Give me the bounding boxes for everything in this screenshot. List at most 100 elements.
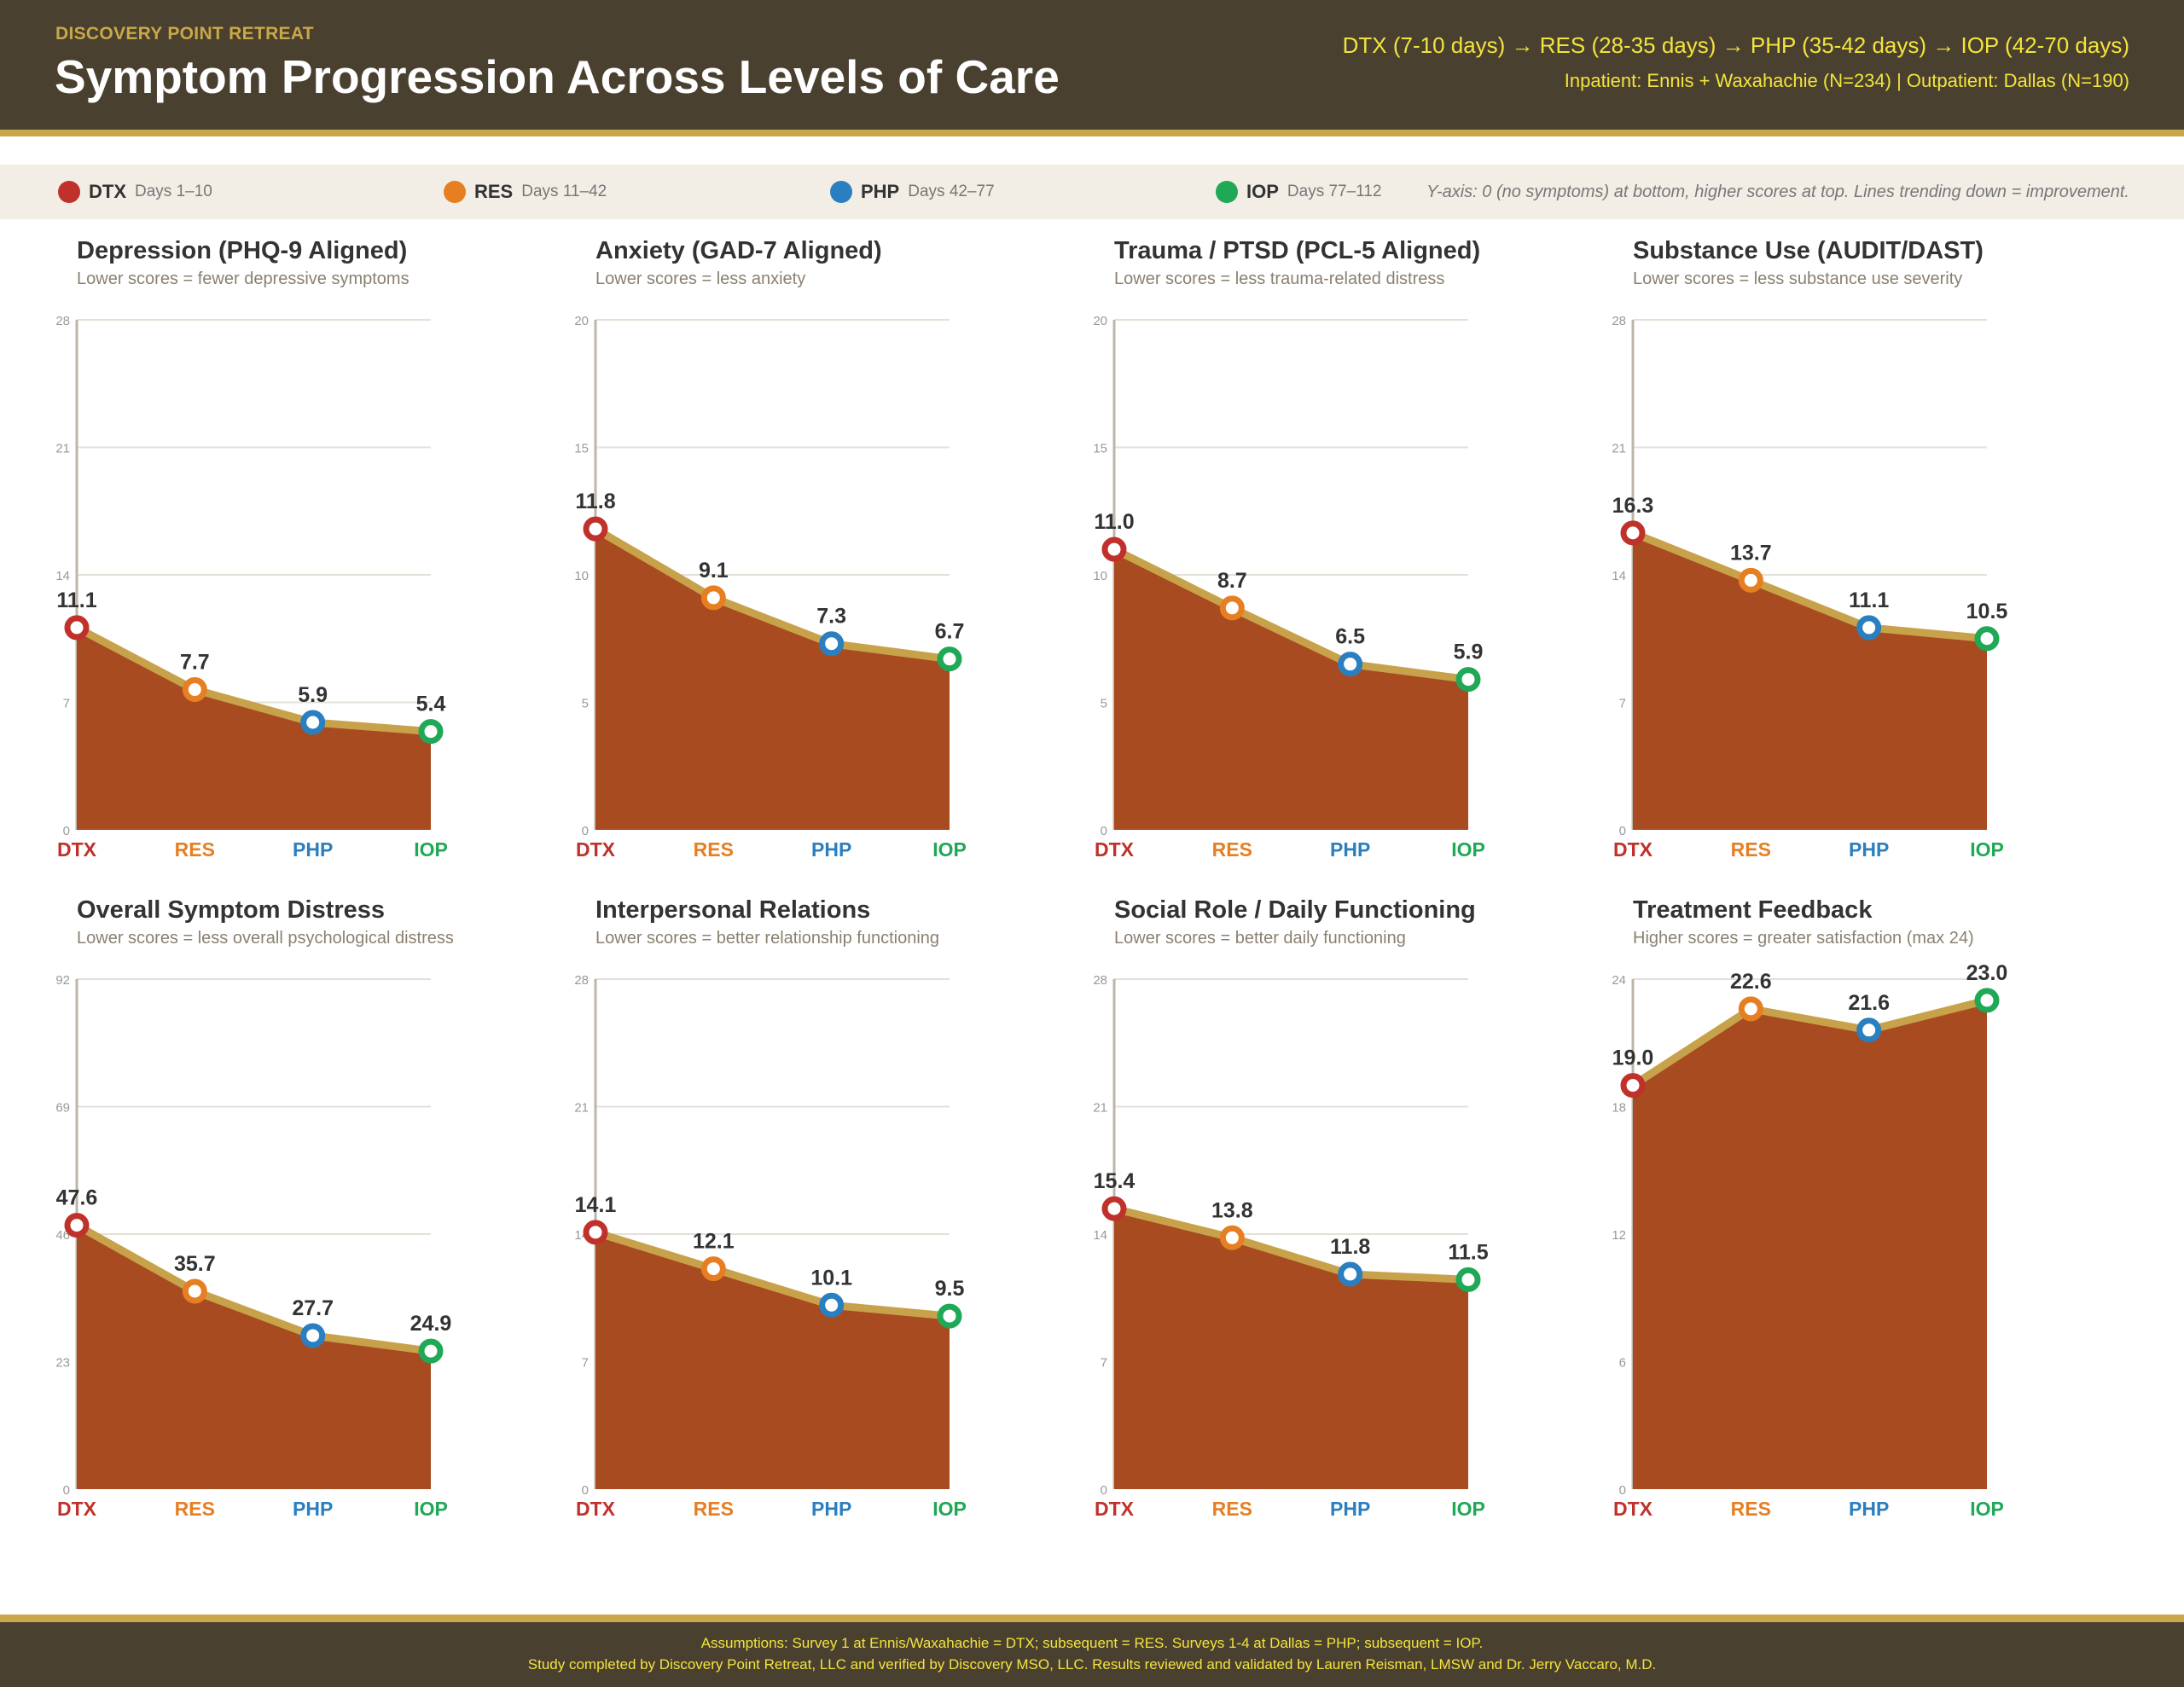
data-label: 22.6 — [1730, 970, 1772, 994]
y-tick-label: 20 — [574, 314, 589, 328]
area-fill — [1633, 1000, 1987, 1489]
chart-panel: Substance Use (AUDIT/DAST) Lower scores =… — [1612, 237, 2145, 885]
x-tick-label: RES — [694, 838, 734, 861]
chart-title: Overall Symptom Distress — [77, 896, 386, 924]
chart-svg: 0 7 14 21 28 15.4 DTX 13.8 RES 11.8 PHP 11.5 IOP — [1093, 973, 1488, 1520]
chart-panel: Interpersonal Relations Lower scores = be… — [574, 896, 1107, 1545]
x-tick-label: RES — [1731, 838, 1771, 861]
data-label: 10.1 — [810, 1266, 852, 1290]
chart-title: Treatment Feedback — [1633, 896, 1873, 924]
data-label: 5.9 — [1454, 641, 1484, 664]
area-fill — [1114, 1209, 1468, 1489]
chart-panel: Overall Symptom Distress Lower scores = l… — [55, 896, 589, 1545]
chart-title: Substance Use (AUDIT/DAST) — [1633, 237, 1984, 264]
data-label: 11.5 — [1448, 1240, 1488, 1264]
legend-item-dtx: DTX Days 1–10 — [58, 165, 212, 219]
y-tick-label: 21 — [55, 442, 70, 456]
dtx-dot-icon — [58, 181, 80, 203]
chart-subtitle: Lower scores = less anxiety — [595, 270, 806, 288]
x-tick-label: RES — [175, 838, 215, 861]
data-label: 5.9 — [298, 683, 328, 707]
x-tick-label: IOP — [1970, 838, 2004, 861]
data-label: 23.0 — [1966, 961, 2008, 985]
x-tick-label: IOP — [1970, 1498, 2004, 1520]
data-point-dtx — [1101, 536, 1127, 562]
org-name: DISCOVERY POINT RETREAT — [55, 24, 314, 43]
x-tick-label: PHP — [1849, 1498, 1889, 1520]
care-flow: DTX (7-10 days) → RES (28-35 days) → PHP… — [1342, 32, 2129, 58]
y-tick-label: 0 — [582, 824, 589, 838]
data-point-dtx — [1620, 520, 1646, 546]
y-tick-label: 15 — [1093, 442, 1107, 456]
footer-credits: Study completed by Discovery Point Retre… — [527, 1656, 1657, 1673]
y-tick-label: 0 — [63, 824, 70, 838]
chart-panel: Social Role / Daily Functioning Lower sco… — [1093, 896, 1626, 1545]
y-tick-label: 7 — [63, 697, 70, 711]
y-tick-label: 6 — [1619, 1356, 1626, 1371]
y-tick-label: 10 — [574, 569, 589, 583]
y-tick-label: 21 — [1612, 442, 1626, 456]
footer-divider — [0, 1615, 2184, 1622]
series-line — [1631, 529, 1988, 643]
chart-panel: Trauma / PTSD (PCL-5 Aligned) Lower score… — [1093, 237, 1626, 885]
legend-days: Days 42–77 — [908, 183, 995, 200]
chart-title: Social Role / Daily Functioning — [1114, 896, 1476, 924]
x-tick-label: PHP — [293, 838, 333, 861]
data-point-php — [300, 1323, 326, 1348]
data-label: 7.7 — [180, 651, 210, 675]
data-point-res — [1219, 595, 1245, 621]
data-point-php — [1338, 652, 1363, 677]
legend-item-res: RES Days 11–42 — [444, 165, 607, 219]
header-banner: DISCOVERY POINT RETREAT Symptom Progress… — [0, 0, 2184, 130]
y-tick-label: 14 — [1612, 569, 1626, 583]
y-tick-label: 28 — [1612, 314, 1626, 328]
data-label: 11.8 — [575, 490, 615, 513]
data-point-dtx — [64, 1213, 90, 1238]
chart-panel: Depression (PHQ-9 Aligned) Lower scores =… — [55, 237, 589, 885]
data-point-res — [182, 1278, 207, 1304]
data-label: 7.3 — [816, 605, 846, 629]
y-tick-label: 5 — [582, 697, 589, 711]
data-label: 5.4 — [416, 693, 446, 716]
data-point-php — [1338, 1261, 1363, 1287]
y-tick-label: 14 — [55, 569, 70, 583]
data-label: 19.0 — [1612, 1046, 1654, 1070]
x-tick-label: IOP — [1451, 838, 1485, 861]
y-tick-label: 0 — [1101, 824, 1107, 838]
chart-svg: 0 7 14 21 28 16.3 DTX 13.7 RES 11.1 PHP 10.5 IOP — [1612, 314, 2007, 861]
x-tick-label: IOP — [1451, 1498, 1485, 1520]
y-tick-label: 23 — [55, 1356, 70, 1371]
data-label: 6.5 — [1335, 625, 1365, 649]
y-tick-label: 7 — [582, 1356, 589, 1371]
data-point-dtx — [583, 1220, 608, 1245]
chart-subtitle: Lower scores = better relationship funct… — [595, 929, 940, 948]
y-tick-label: 69 — [55, 1101, 70, 1116]
y-tick-label: 24 — [1612, 973, 1626, 988]
y-tick-label: 14 — [1093, 1228, 1107, 1243]
data-label: 13.7 — [1730, 541, 1772, 565]
y-tick-label: 15 — [574, 442, 589, 456]
area-fill — [595, 1232, 950, 1489]
chart-subtitle: Higher scores = greater satisfaction (ma… — [1633, 929, 1974, 948]
x-tick-label: PHP — [811, 838, 851, 861]
area-fill — [595, 529, 950, 830]
iop-dot-icon — [1216, 181, 1238, 203]
chart-panel: Treatment Feedback Higher scores = greate… — [1612, 896, 2145, 1545]
data-label: 12.1 — [693, 1230, 735, 1254]
chart-panel: Anxiety (GAD-7 Aligned) Lower scores = le… — [574, 237, 1107, 885]
x-tick-label: PHP — [1330, 838, 1370, 861]
data-point-php — [819, 1292, 845, 1318]
legend-item-php: PHP Days 42–77 — [830, 165, 995, 219]
data-point-dtx — [1101, 1196, 1127, 1221]
data-label: 16.3 — [1612, 494, 1654, 518]
series-line — [1112, 546, 1469, 684]
x-tick-label: RES — [694, 1498, 734, 1520]
area-fill — [1633, 532, 1987, 830]
data-point-res — [700, 585, 726, 611]
data-label: 11.8 — [1330, 1235, 1370, 1259]
y-tick-label: 10 — [1093, 569, 1107, 583]
x-tick-label: DTX — [1095, 838, 1135, 861]
y-tick-label: 28 — [574, 973, 589, 988]
y-tick-label: 21 — [574, 1101, 589, 1116]
series-line — [1112, 1204, 1469, 1284]
